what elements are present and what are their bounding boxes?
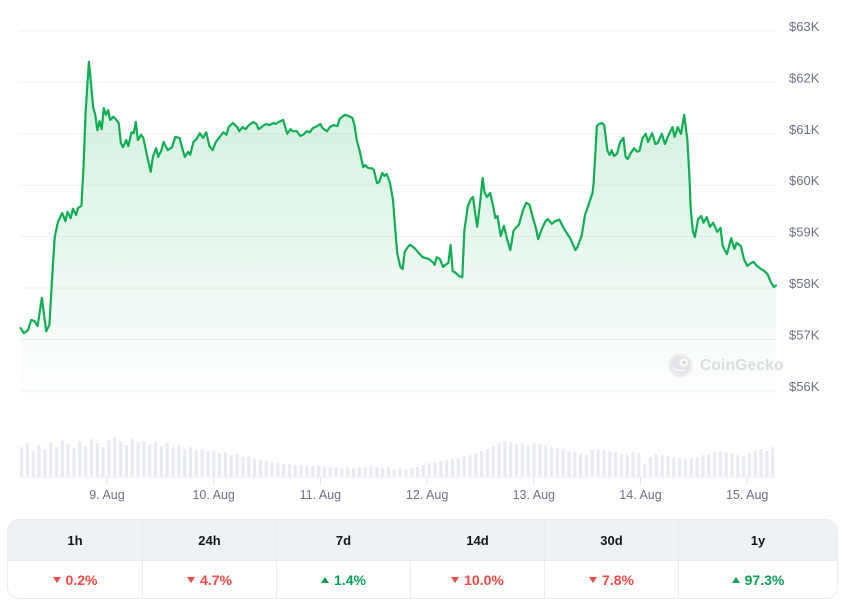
period-header-14d: 14d [410,520,544,560]
percent-text: 7.8% [602,571,634,588]
triangle-up-icon [731,576,740,583]
percent-text: 10.0% [464,571,504,588]
percent-text: 1.4% [334,571,366,588]
percent-text: 4.7% [200,571,232,588]
change-value-14d: 10.0% [410,560,544,598]
svg-text:$61K: $61K [789,122,820,137]
svg-text:$63K: $63K [789,19,820,34]
percent-text: 97.3% [744,571,785,588]
svg-text:$59K: $59K [789,225,820,240]
svg-text:$57K: $57K [789,327,820,342]
price-line [19,60,778,335]
y-axis-labels: $63K $62K $61K $60K $59K $58K $57K $56K [789,19,820,394]
price-area-fill [20,61,777,419]
change-value-30d: 7.8% [544,560,678,598]
svg-text:12. Aug: 12. Aug [406,488,448,502]
svg-text:10. Aug: 10. Aug [192,488,234,502]
svg-text:$56K: $56K [789,379,820,394]
change-value-7d: 1.4% [276,560,410,598]
svg-text:11. Aug: 11. Aug [300,488,342,502]
period-header-1y: 1y [678,520,837,560]
change-value-24h: 4.7% [142,560,276,598]
svg-text:$58K: $58K [789,276,820,291]
x-axis-ticks [106,477,748,484]
performance-table: 1h 24h 7d 14d 30d 1y 0.2% 4.7% 1.4% 10.0… [7,519,838,599]
change-value-1h: 0.2% [8,560,142,598]
svg-text:15. Aug: 15. Aug [726,488,768,502]
svg-text:$62K: $62K [789,70,820,85]
period-header-7d: 7d [276,520,410,560]
period-header-24h: 24h [142,520,276,560]
period-header-30d: 30d [544,520,678,560]
volume-bars [20,437,775,477]
triangle-down-icon [52,576,61,583]
triangle-up-icon [321,576,330,583]
x-axis-labels: 9. Aug 10. Aug 11. Aug 12. Aug 13. Aug 14. Au… [89,488,768,502]
svg-text:14. Aug: 14. Aug [619,488,661,502]
triangle-down-icon [187,576,196,583]
svg-text:9. Aug: 9. Aug [89,488,124,502]
triangle-down-icon [589,576,598,583]
change-value-1y: 97.3% [678,560,837,598]
percent-text: 0.2% [65,571,98,588]
period-header-1h: 1h [8,520,142,560]
svg-text:$60K: $60K [789,173,820,188]
price-volume-chart[interactable]: $63K $62K $61K $60K $59K $58K $57K $56K 9. Aug 10… [0,0,845,514]
triangle-down-icon [451,576,460,583]
svg-text:13. Aug: 13. Aug [513,488,555,502]
